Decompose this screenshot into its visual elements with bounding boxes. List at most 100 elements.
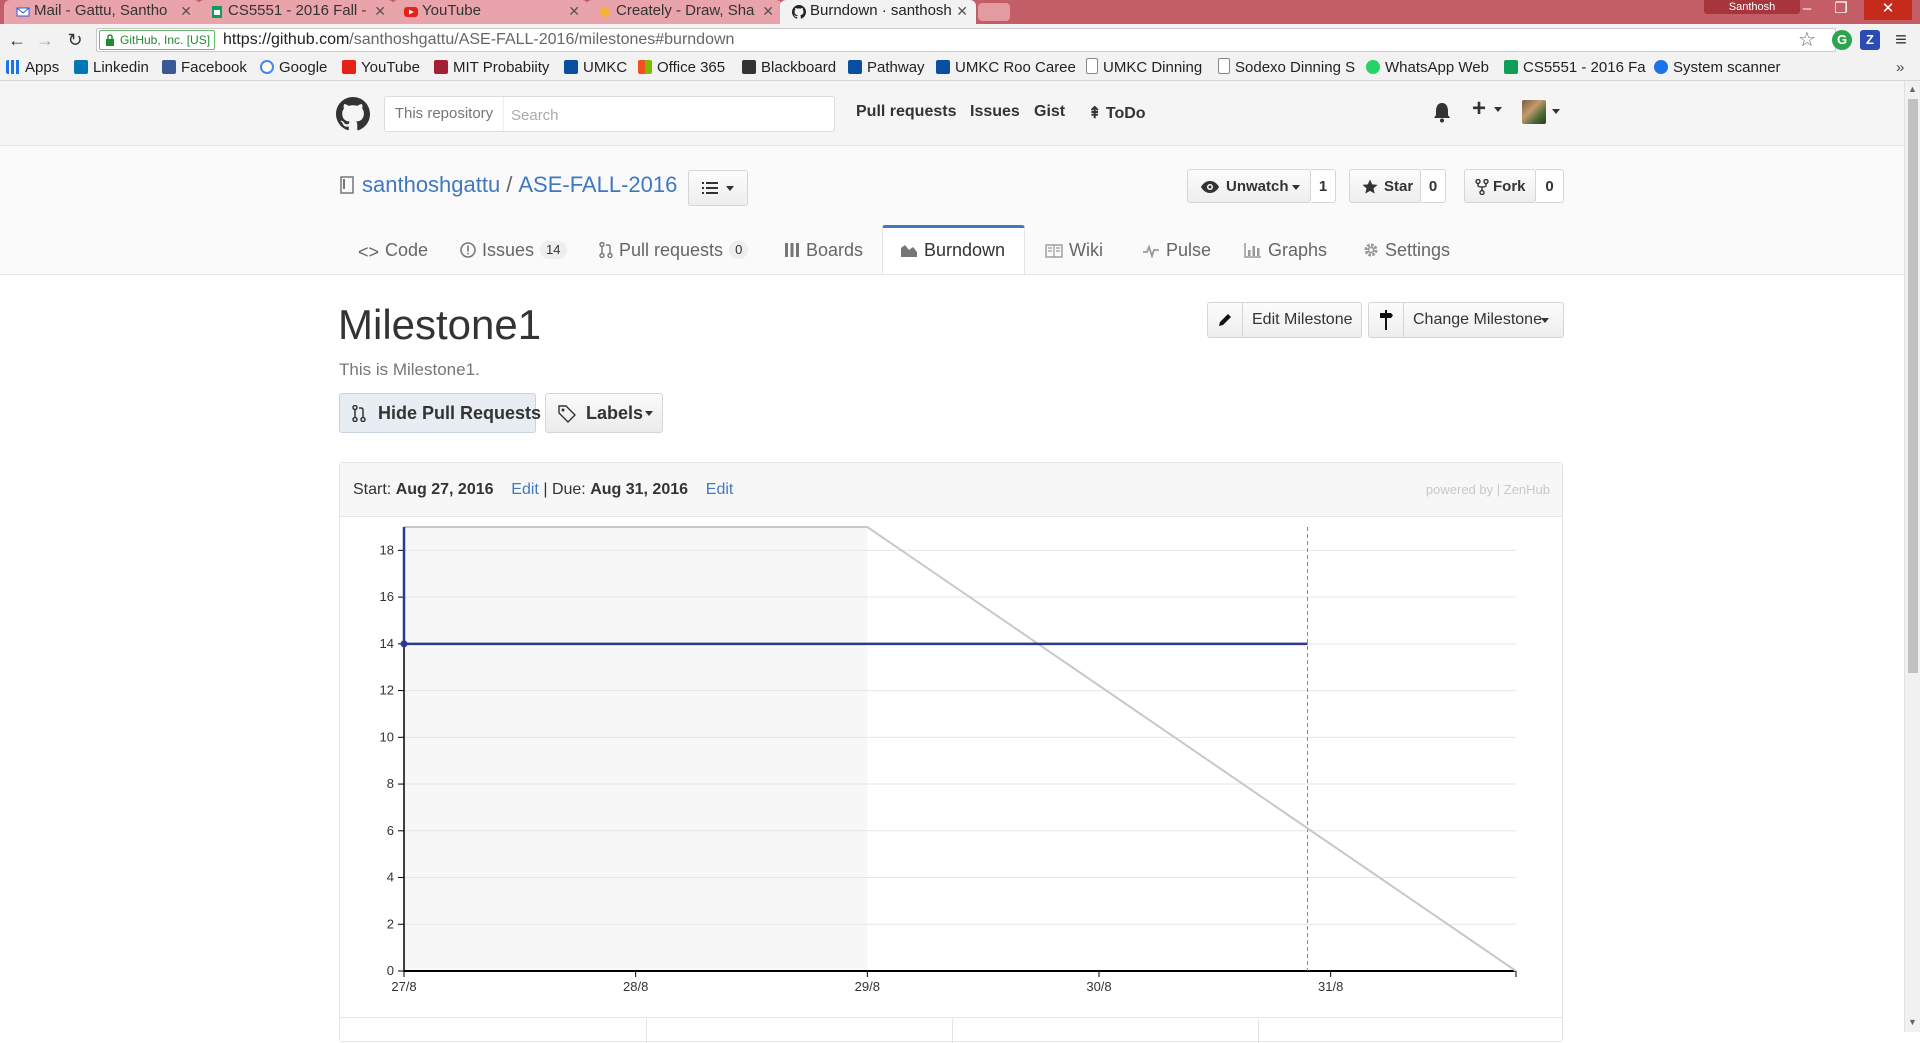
new-tab-button[interactable] (978, 3, 1010, 21)
github-logo-icon[interactable] (336, 97, 370, 131)
bookmark-pathway[interactable]: Pathway (848, 56, 925, 80)
browser-tab-cs5551[interactable]: CS5551 - 2016 Fall - ✕ (198, 0, 394, 24)
profile-button[interactable]: Santhosh (1704, 0, 1800, 14)
scroll-up-arrow-icon[interactable]: ▲ (1908, 84, 1917, 94)
forks-count[interactable]: 0 (1536, 169, 1564, 203)
x-tick-label: 27/8 (391, 979, 416, 994)
bookmark-google[interactable]: Google (260, 56, 327, 80)
header-nav-pull-requests[interactable]: Pull requests (856, 103, 957, 120)
back-button[interactable]: ← (8, 30, 26, 50)
bookmark-facebook[interactable]: Facebook (162, 56, 247, 80)
omnibox[interactable]: GitHub, Inc. [US] https://github.com/san… (96, 28, 1836, 52)
milestone-description: This is Milestone1. (339, 360, 480, 379)
chevron-down-icon (1541, 318, 1549, 323)
header-nav-issues[interactable]: Issues (970, 103, 1020, 120)
change-milestone-label: Change Milestone (1413, 311, 1542, 328)
url-text[interactable]: https://github.com/santhoshgattu/ASE-FAL… (223, 30, 734, 50)
extension-green-icon[interactable]: G (1832, 30, 1852, 50)
header-nav-gist[interactable]: Gist (1034, 103, 1066, 120)
star-button[interactable]: Star (1349, 169, 1421, 203)
change-milestone-button[interactable]: Change Milestone (1368, 302, 1564, 338)
chevron-down-icon[interactable] (1494, 107, 1502, 112)
forward-button[interactable]: → (36, 30, 54, 50)
restore-button[interactable]: ❐ (1834, 0, 1848, 17)
tab-settings[interactable]: Settings (1363, 227, 1450, 273)
repo-book-icon (340, 176, 354, 194)
git-pull-request-icon (599, 242, 613, 258)
edit-start-link[interactable]: Edit (511, 481, 539, 498)
minimize-button[interactable]: – (1802, 0, 1812, 17)
tab-wiki[interactable]: Wiki (1045, 227, 1103, 273)
notifications-bell-icon[interactable] (1432, 101, 1452, 123)
bookmark-label: MIT Probabiity (453, 59, 550, 76)
window-close-button[interactable]: ✕ (1864, 0, 1912, 20)
youtube-icon (342, 60, 356, 74)
bookmark-label: Google (279, 59, 328, 76)
stargazers-count[interactable]: 0 (1421, 169, 1446, 203)
ev-certificate-badge[interactable]: GitHub, Inc. [US] (99, 30, 216, 50)
labels-filter-button[interactable]: Labels (545, 393, 663, 433)
extension-z-icon[interactable]: Z (1860, 30, 1880, 50)
repo-owner-link[interactable]: santhoshgattu (362, 172, 501, 197)
bookmark-cs5551[interactable]: CS5551 - 2016 Fa (1504, 56, 1646, 80)
reload-button[interactable]: ↻ (67, 30, 83, 50)
edit-due-link[interactable]: Edit (705, 481, 734, 498)
tab-label: Settings (1385, 240, 1451, 260)
github-icon (792, 5, 806, 19)
page-scrollbar[interactable]: ▲ ▼ (1904, 81, 1920, 1032)
pull-requests-counter: 0 (729, 241, 749, 259)
bookmark-youtube[interactable]: YouTube (342, 56, 420, 80)
watchers-count[interactable]: 1 (1311, 169, 1336, 203)
bookmarks-overflow-button[interactable]: » (1896, 59, 1905, 76)
hide-pull-requests-button[interactable]: Hide Pull Requests (339, 393, 541, 433)
bookmark-linkedin[interactable]: Linkedin (74, 56, 149, 80)
tab-code[interactable]: <> Code (358, 227, 428, 273)
edit-milestone-button[interactable]: Edit Milestone (1207, 302, 1362, 338)
tab-pulse[interactable]: Pulse (1142, 227, 1211, 273)
bookmark-sodexo[interactable]: Sodexo Dinning S (1218, 56, 1355, 80)
close-icon[interactable]: ✕ (568, 3, 580, 19)
tab-title: Burndown · santhosh (810, 2, 952, 19)
bookmark-mit[interactable]: MIT Probabiity (434, 56, 549, 80)
bookmark-star-icon[interactable]: ☆ (1798, 29, 1816, 51)
close-icon[interactable]: ✕ (180, 3, 192, 19)
chrome-menu-icon[interactable]: ≡ (1895, 29, 1907, 51)
bookmark-apps[interactable]: Apps (6, 56, 59, 80)
close-icon[interactable]: ✕ (956, 3, 968, 19)
browser-tab-creately[interactable]: Creately - Draw, Sha ✕ (586, 0, 782, 24)
tab-boards[interactable]: Boards (784, 227, 863, 273)
scroll-down-arrow-icon[interactable]: ▼ (1908, 1017, 1917, 1027)
chevron-down-icon[interactable] (1552, 109, 1560, 114)
fork-button[interactable]: Fork (1464, 169, 1536, 203)
chevron-down-icon (645, 411, 653, 416)
bookmark-umkc-roo[interactable]: UMKC Roo Caree (936, 56, 1076, 80)
sheets-icon (212, 6, 222, 18)
tab-pull-requests[interactable]: Pull requests 0 (599, 227, 749, 273)
browser-tab-youtube[interactable]: YouTube ✕ (392, 0, 588, 24)
remaining-point (400, 640, 408, 648)
bookmark-system-scanner[interactable]: System scanner (1654, 56, 1781, 80)
browser-tab-mail[interactable]: Mail - Gattu, Santho ✕ (4, 0, 200, 24)
header-nav-todo[interactable]: ⇞ ToDo (1088, 103, 1146, 123)
bookmark-office365[interactable]: Office 365 (638, 56, 725, 80)
close-icon[interactable]: ✕ (762, 3, 774, 19)
start-label: Start: (353, 481, 392, 498)
tab-burndown[interactable]: Burndown (882, 225, 1025, 274)
bookmark-umkc[interactable]: UMKC (564, 56, 627, 80)
bookmark-whatsapp[interactable]: WhatsApp Web (1366, 56, 1489, 80)
search-input[interactable] (509, 103, 823, 127)
fork-icon (1475, 179, 1489, 195)
browser-tab-burndown[interactable]: Burndown · santhosh ✕ (780, 0, 976, 24)
tab-issues[interactable]: Issues 14 (460, 227, 567, 273)
tab-graphs[interactable]: Graphs (1244, 227, 1327, 273)
user-avatar[interactable] (1522, 100, 1546, 124)
repo-name-link[interactable]: ASE-FALL-2016 (518, 172, 678, 197)
repo-list-menu-button[interactable] (688, 170, 748, 206)
close-icon[interactable]: ✕ (374, 3, 386, 19)
bookmark-blackboard[interactable]: Blackboard (742, 56, 836, 80)
bookmark-umkc-dinning[interactable]: UMKC Dinning (1086, 56, 1202, 80)
eye-icon (1201, 181, 1219, 193)
scrollbar-thumb[interactable] (1908, 99, 1918, 673)
unwatch-button[interactable]: Unwatch (1187, 169, 1311, 203)
create-new-plus-icon[interactable]: + (1472, 95, 1487, 122)
